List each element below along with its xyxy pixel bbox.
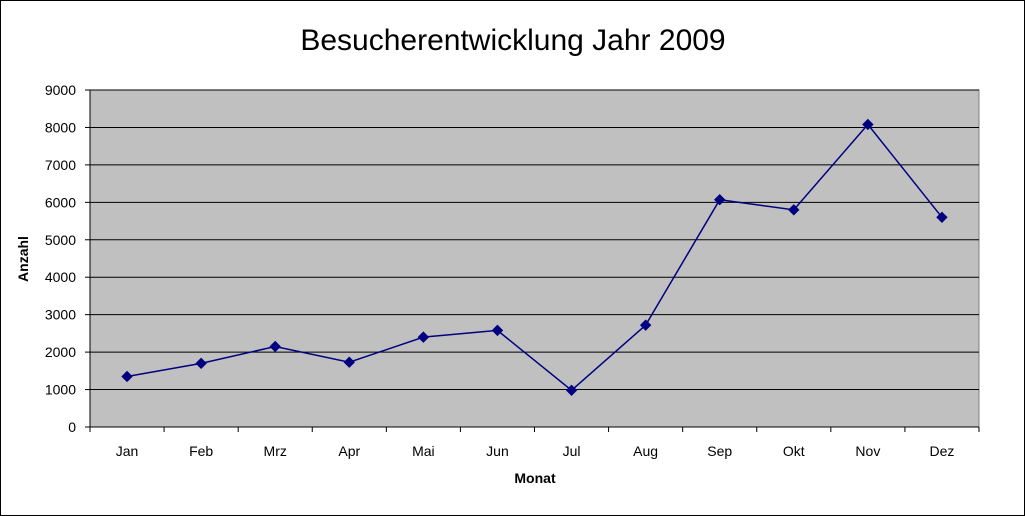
y-tick-label: 5000 [45,232,76,248]
series-line [126,123,943,392]
series-group [121,118,948,397]
data-point-marker [343,356,355,368]
x-tick-label: Sep [707,443,732,459]
y-tick-label: 1000 [45,382,76,398]
y-tick-label: 3000 [45,307,76,323]
data-point-marker [936,211,948,224]
data-point-marker [639,319,652,331]
y-tick-label: 4000 [45,269,76,285]
gridlines [90,89,979,391]
x-tick-label: Jun [486,443,509,459]
y-axis: 0 1000 2000 3000 4000 5000 6000 7000 8000 9000 [45,82,91,435]
data-point-marker [195,357,207,370]
x-tick-label: Jul [563,443,581,459]
x-tick-label: Apr [338,443,360,459]
x-axis-label: Monat [514,470,556,486]
x-tick-label: Mrz [264,443,287,459]
x-tick-label: Jan [116,443,139,459]
data-point-marker [417,331,430,343]
y-tick-label: 0 [68,419,76,435]
data-point-marker [269,340,281,353]
y-tick-label: 9000 [45,82,76,98]
y-tick-label: 7000 [45,157,76,173]
data-point-marker [565,384,578,397]
x-tick-label: Nov [855,443,880,459]
data-point-marker [121,370,133,383]
data-point-marker [491,324,504,337]
y-axis-label: Anzahl [15,236,31,282]
data-point-marker [788,204,800,216]
x-tick-label: Feb [189,443,213,459]
y-tick-label: 6000 [45,194,76,210]
chart-title: Besucherentwicklung Jahr 2009 [300,24,725,57]
data-point-marker [862,118,874,131]
x-tick-label: Dez [930,443,955,459]
x-tick-label: Aug [633,443,658,459]
x-tick-label: Okt [783,443,805,459]
plot-area [89,89,980,428]
y-tick-label: 8000 [45,119,76,135]
data-point-marker [714,194,726,206]
x-axis: Jan Feb Mrz Apr Mai Jun Jul Aug Sep Okt Nov Dez [89,426,980,459]
x-tick-label: Mai [412,443,435,459]
y-tick-label: 2000 [45,344,76,360]
